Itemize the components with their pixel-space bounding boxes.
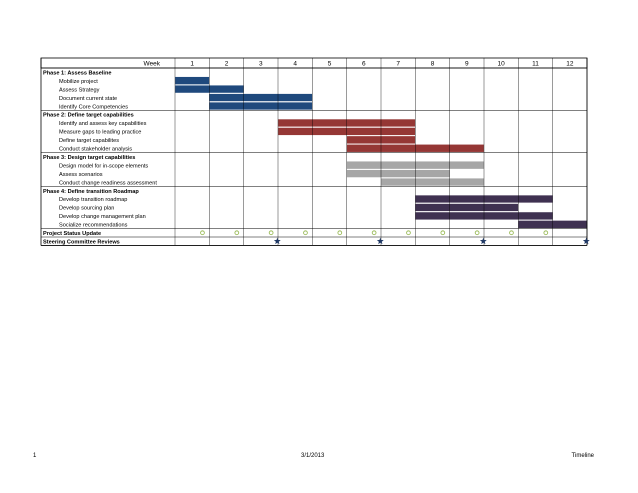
task-label: Assess Strategy: [59, 87, 100, 93]
steering-review-star: [376, 237, 384, 245]
week-number: 8: [431, 61, 435, 68]
status-update-marker: [474, 230, 480, 236]
week-number: 7: [396, 61, 400, 68]
phase-label: Phase 1: Assess Baseline: [43, 70, 112, 76]
page-title: Timeline: [571, 453, 594, 459]
week-number: 4: [293, 61, 297, 68]
task-bar: [346, 169, 450, 178]
task-label: Mobilize project: [59, 79, 98, 85]
status-update-marker: [543, 230, 549, 236]
phase-label: Phase 3: Design target capabilities: [43, 155, 135, 161]
task-bar: [415, 203, 519, 212]
status-update-marker: [440, 230, 446, 236]
week-label: Week: [144, 61, 161, 68]
task-bar: [380, 178, 485, 187]
week-number: 9: [465, 61, 469, 68]
phase-label: Phase 4: Define transition Roadmap: [43, 189, 139, 195]
status-update-marker: [337, 230, 343, 236]
week-number: 11: [532, 61, 539, 68]
status-update-marker: [303, 230, 308, 236]
phase-label: Phase 2: Define target capabilities: [43, 113, 134, 119]
week-number: 12: [566, 61, 574, 68]
steering-review-star: [479, 237, 487, 245]
task-label: Identify and assess key capabilities: [59, 121, 147, 127]
steering-review-star: [273, 237, 281, 245]
milestone-label: Steering Committee Reviews: [43, 239, 120, 245]
status-update-marker: [509, 230, 514, 236]
task-label: Document current state: [59, 96, 117, 102]
week-number: 2: [225, 61, 229, 68]
week-number: 1: [190, 61, 194, 68]
task-label: Identify Core Competencies: [59, 104, 128, 110]
status-update-marker: [200, 230, 205, 236]
status-update-marker: [371, 230, 377, 236]
task-label: Design model for in-scope elements: [59, 163, 148, 169]
task-label: Measure gaps to leading practice: [59, 130, 141, 136]
task-bar: [209, 93, 313, 102]
steering-review-star: [582, 237, 590, 245]
task-label: Define target capabilites: [59, 138, 119, 144]
page-date: 3/1/2013: [301, 453, 325, 459]
status-update-marker: [234, 230, 240, 236]
task-label: Conduct change readiness assessment: [59, 180, 157, 186]
week-number: 3: [259, 61, 263, 68]
milestone-label: Project Status Update: [43, 231, 101, 237]
week-number: 5: [328, 61, 332, 68]
task-label: Assess scenarios: [59, 172, 103, 178]
week-number: 6: [362, 61, 366, 68]
task-label: Develop change management plan: [59, 214, 146, 220]
task-label: Develop transition roadmap: [59, 197, 127, 203]
task-label: Socialize recommendations: [59, 223, 128, 229]
header-row: [40, 57, 588, 69]
task-label: Develop sourcing plan: [59, 206, 114, 212]
task-bar: [174, 76, 210, 85]
status-update-marker: [268, 230, 274, 236]
status-update-marker: [406, 230, 411, 236]
task-label: Conduct stakeholder analysis: [59, 147, 132, 153]
task-bar: [209, 102, 313, 110]
page-number: 1: [33, 453, 37, 459]
week-number: 10: [498, 61, 506, 68]
